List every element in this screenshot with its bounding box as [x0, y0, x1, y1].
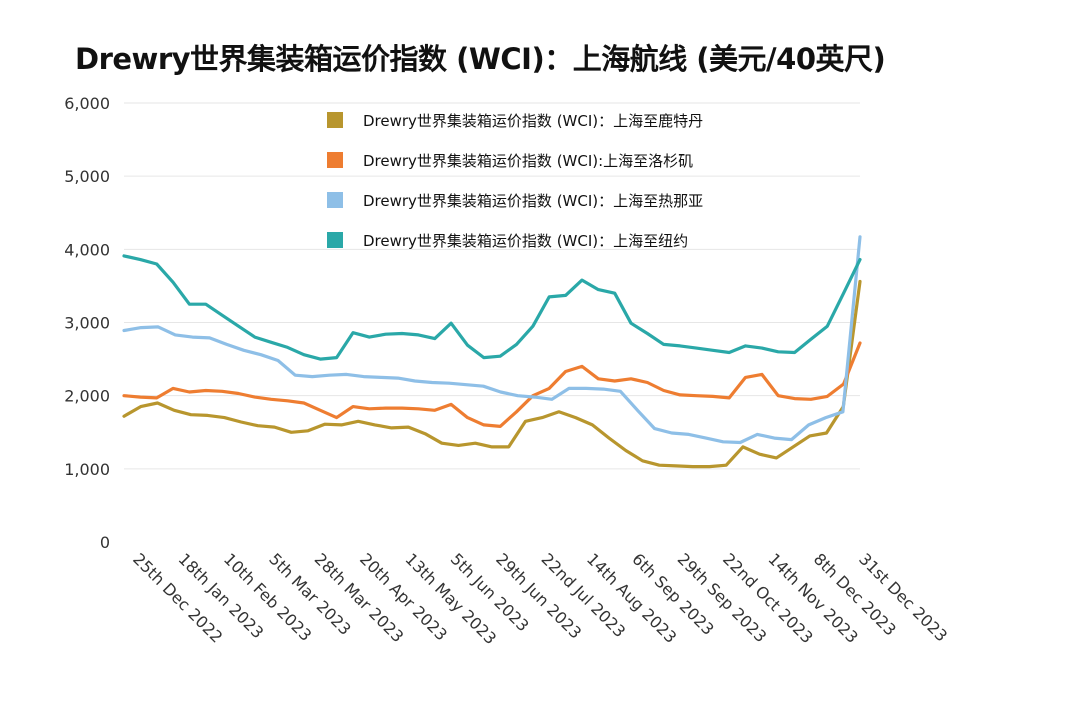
y-tick-label: 2,000	[64, 387, 110, 406]
series-line-2	[122, 235, 862, 445]
chart-title: Drewry世界集装箱运价指数 (WCI)：上海航线 (美元/40英尺)	[75, 42, 886, 76]
legend-label: Drewry世界集装箱运价指数 (WCI):上海至洛杉矶	[363, 152, 693, 170]
legend: Drewry世界集装箱运价指数 (WCI)：上海至鹿特丹 Drewry世界集装箱运…	[327, 112, 703, 250]
y-tick-label: 0	[100, 533, 110, 552]
series-lines	[122, 235, 862, 469]
y-tick-label: 6,000	[64, 94, 110, 113]
legend-label: Drewry世界集装箱运价指数 (WCI)：上海至纽约	[363, 232, 688, 250]
y-tick-label: 3,000	[64, 314, 110, 333]
y-tick-label: 4,000	[64, 240, 110, 259]
series-line-1	[122, 341, 862, 428]
legend-swatch	[327, 152, 343, 168]
y-axis: 0 1,000 2,000 3,000 4,000 5,000 6,000	[64, 94, 110, 552]
y-tick-label: 5,000	[64, 167, 110, 186]
legend-swatch	[327, 112, 343, 128]
y-tick-label: 1,000	[64, 460, 110, 479]
series-line-3	[122, 254, 862, 361]
legend-swatch	[327, 232, 343, 248]
series-line-0	[122, 279, 862, 469]
legend-label: Drewry世界集装箱运价指数 (WCI)：上海至鹿特丹	[363, 112, 703, 130]
legend-label: Drewry世界集装箱运价指数 (WCI)：上海至热那亚	[363, 192, 703, 210]
legend-swatch	[327, 192, 343, 208]
